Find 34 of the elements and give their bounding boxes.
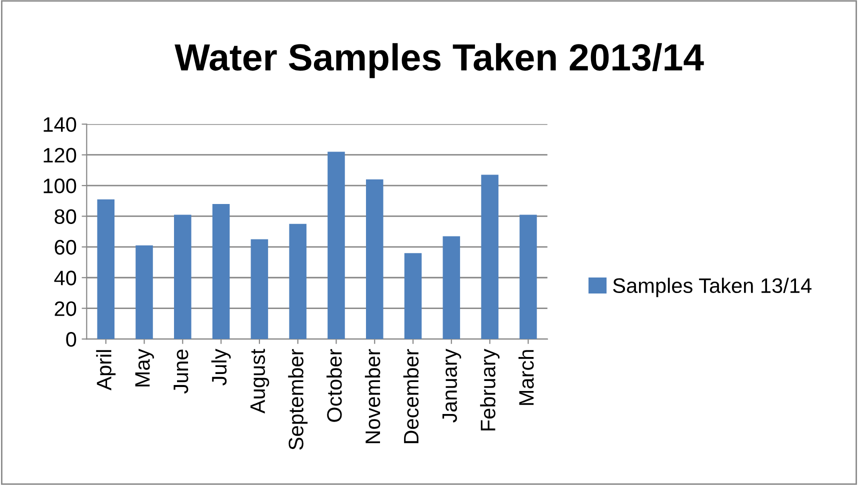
y-tick-label: 40 bbox=[54, 270, 76, 286]
x-tick-label: November bbox=[364, 349, 380, 444]
x-tick-label: May bbox=[135, 348, 154, 386]
bar bbox=[481, 174, 498, 340]
x-tick-label: August bbox=[250, 348, 270, 414]
x-tick-label: July bbox=[211, 348, 231, 386]
x-tick-label: June bbox=[174, 350, 188, 394]
bar bbox=[250, 239, 268, 340]
bar bbox=[520, 214, 537, 340]
x-tick-label: September bbox=[288, 349, 308, 450]
bar bbox=[97, 199, 114, 340]
bar bbox=[136, 245, 153, 340]
bar bbox=[212, 204, 230, 340]
y-tick-label: 140 bbox=[44, 117, 76, 132]
x-tick-label: January bbox=[442, 348, 462, 423]
y-tick-label: 20 bbox=[54, 301, 76, 316]
bar bbox=[442, 236, 460, 340]
y-tick-label: 120 bbox=[44, 148, 76, 163]
x-tick-label: April bbox=[96, 350, 116, 390]
bar bbox=[328, 152, 345, 340]
y-tick-label: 60 bbox=[54, 240, 76, 255]
y-tick-label: 0 bbox=[66, 332, 76, 347]
chart-title: Water Samples Taken 2013/14 bbox=[174, 43, 704, 78]
bar bbox=[404, 253, 422, 340]
legend-label: Samples Taken 13/14 bbox=[613, 278, 812, 298]
y-tick-label: 80 bbox=[54, 209, 76, 224]
x-tick-label: March bbox=[518, 350, 534, 405]
bar bbox=[174, 214, 192, 340]
bar bbox=[366, 179, 384, 340]
bar bbox=[289, 224, 306, 340]
x-tick-label: December bbox=[403, 349, 419, 444]
y-tick-label: 100 bbox=[44, 178, 76, 194]
x-tick-label: October bbox=[326, 349, 342, 422]
x-tick-label: February bbox=[480, 348, 500, 430]
